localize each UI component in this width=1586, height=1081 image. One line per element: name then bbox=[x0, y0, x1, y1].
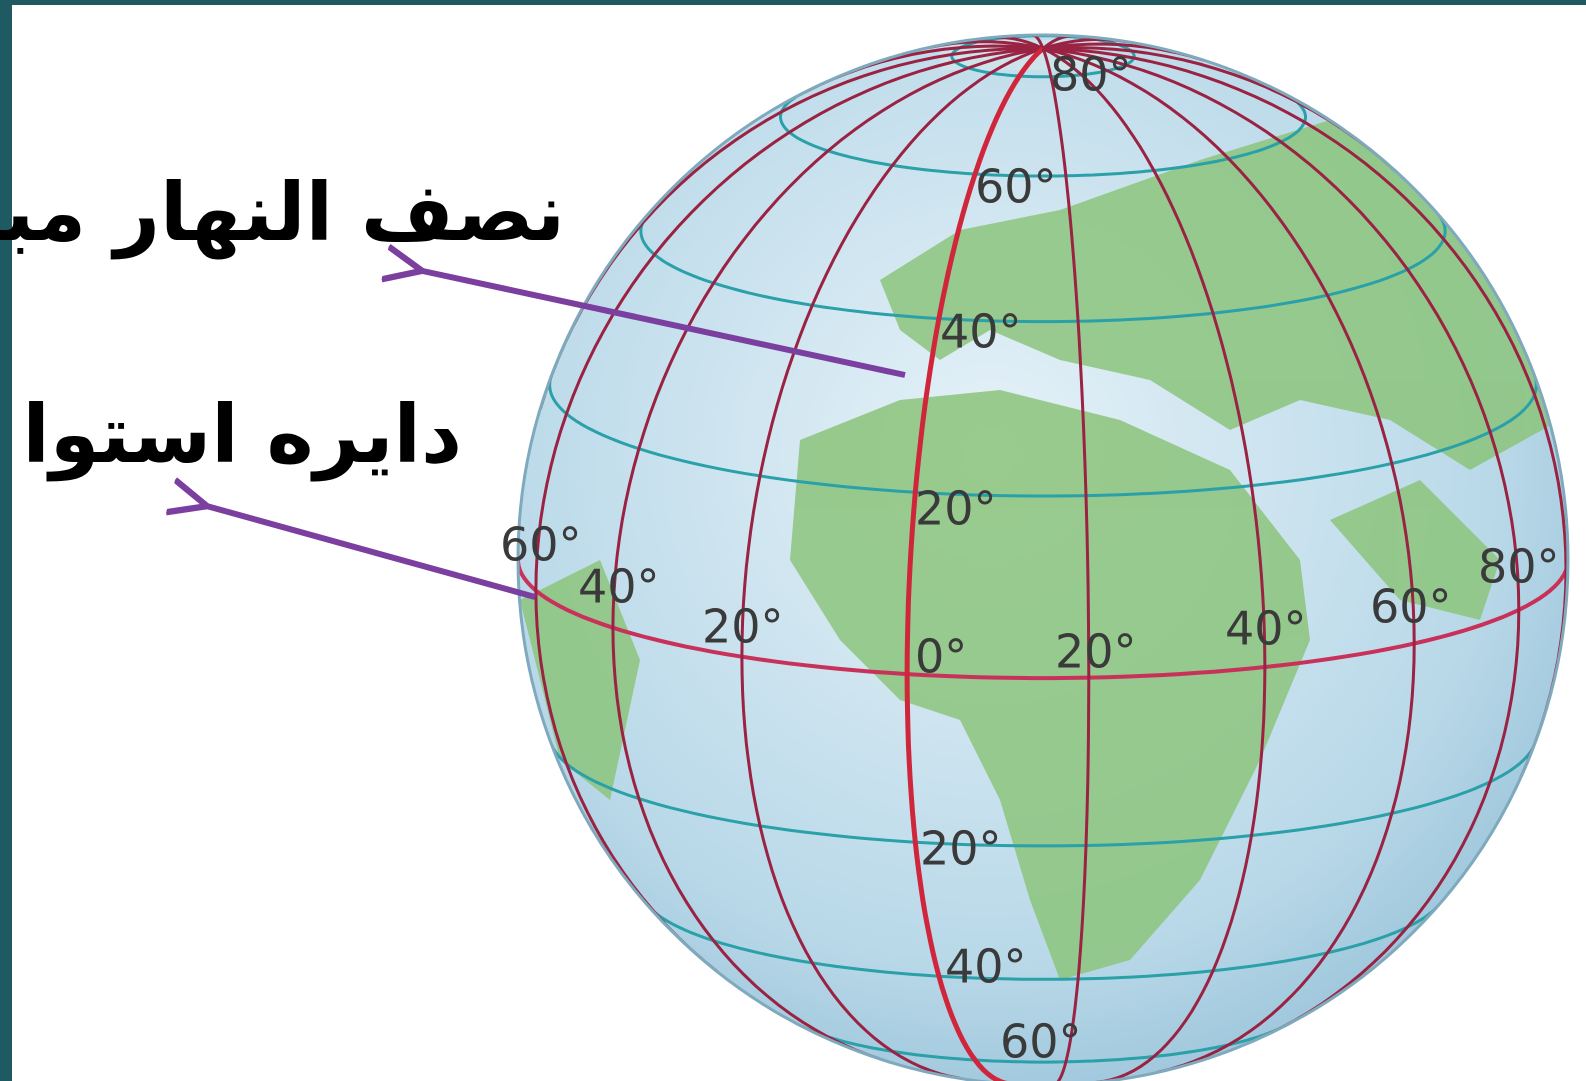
globe-outline bbox=[516, 33, 1570, 1081]
longitude-label: 60° bbox=[1370, 580, 1452, 634]
parallel-line bbox=[639, 212, 1447, 324]
longitude-label: 80° bbox=[1478, 540, 1560, 594]
latitude-label: 40° bbox=[940, 305, 1022, 359]
parallel-line bbox=[647, 905, 1439, 981]
meridian-line bbox=[611, 47, 1044, 1062]
equator-arrow bbox=[203, 505, 536, 600]
latitude-label: 20° bbox=[920, 822, 1002, 876]
meridian-arrow bbox=[418, 270, 906, 378]
graticule bbox=[518, 35, 1568, 1081]
latitude-label: 60° bbox=[1000, 1015, 1082, 1069]
equator-label: دايره استوا bbox=[22, 388, 462, 482]
longitude-label: 0° bbox=[915, 630, 967, 684]
frame-top bbox=[0, 0, 1586, 5]
frame-left bbox=[0, 0, 12, 1081]
parallel-line bbox=[548, 374, 1538, 498]
longitude-label: 40° bbox=[578, 560, 660, 614]
meridian-line bbox=[740, 47, 1044, 1080]
longitude-label: 20° bbox=[1055, 625, 1137, 679]
meridian-line bbox=[1042, 47, 1267, 1081]
latitude-label: 60° bbox=[975, 160, 1057, 214]
prime-meridian-line bbox=[904, 46, 1045, 1081]
globe bbox=[518, 35, 1568, 1081]
latitude-label: 80° bbox=[1050, 48, 1132, 102]
meridian-line bbox=[1042, 47, 1416, 1074]
longitude-label: 40° bbox=[1225, 602, 1307, 656]
meridian-line bbox=[534, 47, 1044, 973]
parallel-line bbox=[779, 90, 1307, 178]
parallel-line bbox=[550, 743, 1536, 848]
latitude-label: 20° bbox=[915, 482, 997, 536]
latitude-label: 40° bbox=[945, 940, 1027, 994]
longitude-label: 20° bbox=[702, 600, 784, 654]
meridian-line bbox=[1041, 47, 1091, 1081]
equator-line bbox=[518, 557, 1568, 681]
longitude-label: 60° bbox=[500, 518, 582, 572]
meridian-line bbox=[1042, 47, 1521, 1037]
